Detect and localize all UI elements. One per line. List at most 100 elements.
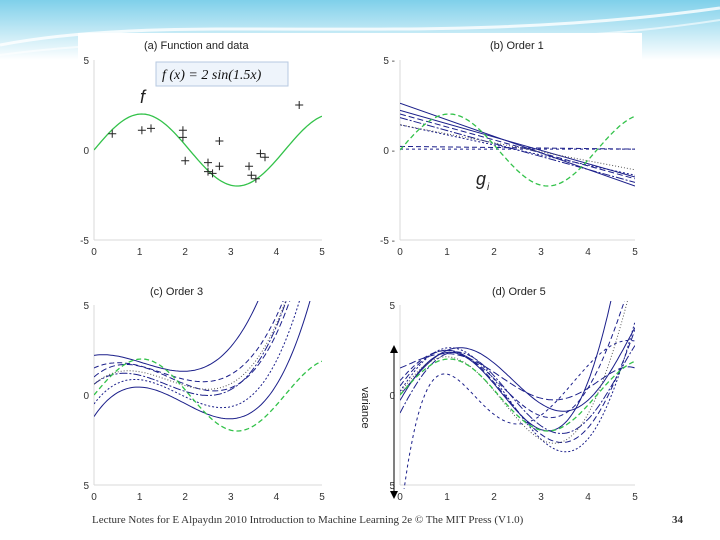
- fit-curve-g6: [400, 145, 635, 150]
- fit-curve-g4: [400, 345, 635, 434]
- fit-curve-g6: [400, 301, 625, 419]
- data-point: [261, 153, 269, 162]
- x-tick-label: 3: [538, 247, 544, 258]
- x-tick-label: 4: [274, 492, 280, 503]
- fit-curve-g2: [400, 113, 635, 180]
- x-tick-label: 3: [228, 492, 234, 503]
- y-tick-label: 0: [83, 391, 89, 402]
- y-tick-label: 0: [83, 146, 89, 157]
- panel-title: (b) Order 1: [490, 40, 544, 52]
- plot-area: [94, 101, 322, 187]
- x-tick-label: 3: [538, 492, 544, 503]
- mean-fit-curve: [400, 124, 635, 171]
- data-point: [247, 171, 256, 180]
- data-point: [256, 149, 265, 158]
- x-tick-label: 1: [137, 492, 143, 503]
- x-tick-label: 0: [91, 247, 97, 258]
- figure-canvas: (a) Function and data 0 1 2 3 4 5 5 0 -5 (b) Order…: [78, 33, 642, 509]
- y-tick-label: 5: [83, 481, 89, 492]
- x-tick-label: 2: [491, 247, 497, 258]
- data-point: [147, 124, 155, 133]
- x-tick-label: 1: [444, 492, 450, 503]
- fit-curve-g3: [400, 321, 635, 453]
- data-point: [295, 101, 304, 109]
- y-tick-label: -5 -: [380, 236, 395, 247]
- fit-curve-g5: [400, 109, 635, 178]
- fit-curve-g2: [94, 301, 291, 392]
- y-tick-label: 5: [389, 481, 395, 492]
- fit-curve-g6: [94, 301, 284, 383]
- data-point: [137, 126, 146, 135]
- y-tick-label: 5: [389, 301, 395, 312]
- x-tick-label: 0: [91, 492, 97, 503]
- fit-curve-g8: [400, 353, 635, 401]
- x-tick-label: 0: [397, 492, 403, 503]
- fit-curve-g7: [403, 339, 635, 489]
- fit-curve-g1: [94, 301, 259, 372]
- x-tick-label: 1: [137, 247, 143, 258]
- data-point: [204, 167, 212, 176]
- mean-fit-curve: [94, 301, 287, 390]
- x-tick-label: 2: [182, 247, 188, 258]
- data-point: [204, 158, 212, 167]
- panel-4: [399, 301, 635, 489]
- panel-1: [93, 60, 322, 241]
- page-number: 34: [672, 514, 683, 526]
- panel-2: [399, 60, 635, 241]
- y-tick-label: 0 -: [383, 146, 395, 157]
- f-label-left: f: [140, 87, 147, 107]
- fit-curve-g4: [400, 117, 635, 183]
- fit-curve-g1: [400, 102, 635, 187]
- x-tick-label: 4: [585, 247, 591, 258]
- fit-curve-g5: [94, 301, 311, 420]
- x-tick-label: 0: [397, 247, 403, 258]
- footer-citation: Lecture Notes for E Alpaydın 2010 Introd…: [92, 514, 524, 526]
- g-i-subscript: i: [487, 182, 490, 193]
- x-tick-label: 2: [182, 492, 188, 503]
- x-tick-label: 3: [228, 247, 234, 258]
- y-tick-label: 5: [83, 56, 89, 67]
- plot-area: [400, 301, 635, 489]
- x-tick-label: 5: [319, 492, 325, 503]
- x-tick-label: 4: [585, 492, 591, 503]
- data-point: [178, 126, 187, 135]
- true-function-curve: [400, 113, 635, 187]
- data-point: [181, 156, 190, 165]
- data-point: [208, 169, 217, 178]
- data-point: [215, 137, 224, 145]
- fit-curve-g1: [400, 301, 612, 432]
- y-tick-label: 5 -: [383, 56, 395, 67]
- mean-fit-curve: [400, 301, 628, 444]
- variance-arrow-head-bottom: [390, 491, 398, 499]
- variance-label: variance: [359, 387, 371, 429]
- y-tick-label: 5: [83, 301, 89, 312]
- panel-title: (c) Order 3: [150, 286, 203, 298]
- plot-area: [400, 102, 635, 187]
- equation-box: [155, 61, 289, 87]
- x-tick-label: 5: [632, 247, 638, 258]
- true-function-curve: [94, 358, 322, 432]
- fit-curve-g5: [400, 327, 635, 412]
- panel-3: [93, 301, 322, 486]
- equation-label: f (x) = 2 sin(1.5x): [162, 68, 262, 83]
- x-tick-label: 2: [491, 492, 497, 503]
- true-function-curve: [400, 358, 635, 432]
- data-point: [245, 162, 254, 171]
- fit-curve-g3: [400, 124, 635, 176]
- fit-curve-g4: [94, 301, 287, 397]
- data-point: [215, 162, 224, 171]
- plot-area: [94, 301, 322, 432]
- panel-title: (d) Order 5: [492, 286, 546, 298]
- x-tick-label: 5: [319, 247, 325, 258]
- y-tick-label: -5: [80, 236, 89, 247]
- data-point: [108, 129, 117, 138]
- panel-title: (a) Function and data: [144, 40, 249, 52]
- y-tick-label: 0: [389, 391, 395, 402]
- x-tick-label: 5: [632, 492, 638, 503]
- x-tick-label: 4: [274, 247, 280, 258]
- data-point: [178, 133, 187, 142]
- data-point: [251, 174, 260, 183]
- g-i-label: g: [476, 169, 486, 189]
- variance-arrow-head-top: [390, 345, 398, 353]
